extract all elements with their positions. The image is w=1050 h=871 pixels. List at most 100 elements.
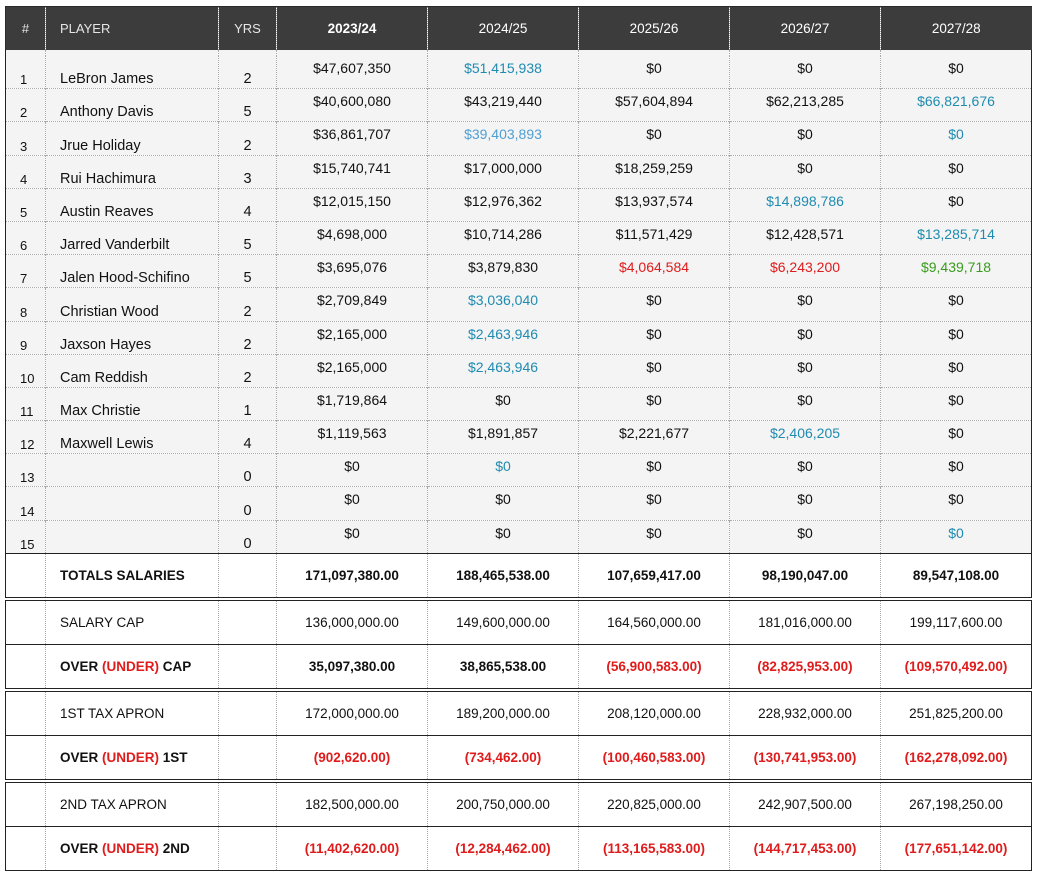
salary-cell: $0 [578, 121, 730, 156]
summary-value: 251,825,200.00 [880, 690, 1032, 736]
contract-years: 5 [218, 88, 277, 122]
player-row: 13 0 $0 $0 $0 $0 $0 [5, 453, 1032, 487]
summary-value: (100,460,583.00) [578, 734, 730, 780]
header-season: 2024/25 [427, 6, 579, 50]
salary-cell: $11,571,429 [578, 220, 730, 255]
player-name: Jrue Holiday [45, 121, 219, 156]
salary-cell: $6,243,200 [729, 254, 881, 288]
salary-cell: $0 [276, 453, 428, 487]
player-row: 1 LeBron James 2 $47,607,350 $51,415,938 $0 $0… [5, 56, 1032, 89]
player-name: Jaxson Hayes [45, 320, 219, 355]
salary-cell: $0 [729, 386, 881, 421]
player-row: 7 Jalen Hood-Schifino 5 $3,695,076 $3,879,83… [5, 254, 1032, 288]
summary-label: OVER (UNDER) CAP [45, 643, 219, 689]
row-number: 9 [5, 320, 46, 355]
summary-value: 89,547,108.00 [880, 552, 1032, 598]
summary-value: 267,198,250.00 [880, 781, 1032, 827]
player-name: Maxwell Lewis [45, 420, 219, 454]
player-row: 8 Christian Wood 2 $2,709,849 $3,036,040 $0 $0… [5, 287, 1032, 321]
salary-cell: $2,463,946 [427, 353, 579, 388]
summary-value: 38,865,538.00 [427, 643, 579, 689]
salary-cell: $0 [880, 519, 1032, 554]
player-name [45, 486, 219, 521]
contract-years: 4 [218, 420, 277, 454]
player-row: 2 Anthony Davis 5 $40,600,080 $43,219,440 $57… [5, 88, 1032, 122]
label-part: OVER [60, 840, 103, 856]
salary-cell: $12,015,150 [276, 187, 428, 222]
summary-label: OVER (UNDER) 1ST [45, 734, 219, 780]
summary-value: 199,117,600.00 [880, 599, 1032, 645]
summary-value: 220,825,000.00 [578, 781, 730, 827]
summary-yrs-blank [218, 643, 277, 689]
summary-value: (109,570,492.00) [880, 643, 1032, 689]
salary-cell: $66,821,676 [880, 88, 1032, 122]
salary-cell: $0 [880, 420, 1032, 454]
header-num: # [5, 6, 46, 50]
summary-value: (11,402,620.00) [276, 825, 428, 871]
salary-cell: $0 [729, 519, 881, 554]
player-name: Anthony Davis [45, 88, 219, 122]
player-row: 9 Jaxson Hayes 2 $2,165,000 $2,463,946 $0 $0 $0 [5, 320, 1032, 355]
player-name: Cam Reddish [45, 353, 219, 388]
player-name: Jarred Vanderbilt [45, 220, 219, 255]
salary-cell: $0 [880, 320, 1032, 355]
salary-cell: $0 [880, 56, 1032, 89]
salary-cell: $3,695,076 [276, 254, 428, 288]
salary-cell: $12,976,362 [427, 187, 579, 222]
contract-years: 1 [218, 386, 277, 421]
summary-value: (12,284,462.00) [427, 825, 579, 871]
summary-value: (144,717,453.00) [729, 825, 881, 871]
salary-cell: $2,165,000 [276, 320, 428, 355]
salary-cell: $51,415,938 [427, 56, 579, 89]
summary-label: 2ND TAX APRON [45, 781, 219, 827]
label-part: 2ND [159, 840, 190, 856]
contract-years: 0 [218, 519, 277, 554]
salary-cell: $0 [880, 154, 1032, 189]
summary-yrs-blank [218, 552, 277, 598]
summary-value: 228,932,000.00 [729, 690, 881, 736]
row-number: 1 [5, 56, 46, 89]
salary-cell: $40,600,080 [276, 88, 428, 122]
header-player: PLAYER [45, 6, 219, 50]
salary-spreadsheet: # PLAYER YRS 2023/24 2024/25 2025/26 202… [5, 6, 1032, 871]
summary-value: 208,120,000.00 [578, 690, 730, 736]
summary-value: 98,190,047.00 [729, 552, 881, 598]
salary-cell: $9,439,718 [880, 254, 1032, 288]
row-number: 14 [5, 486, 46, 521]
salary-cell: $57,604,894 [578, 88, 730, 122]
summary-value: 136,000,000.00 [276, 599, 428, 645]
player-row: 4 Rui Hachimura 3 $15,740,741 $17,000,000 $18… [5, 154, 1032, 189]
player-name [45, 519, 219, 554]
row-number: 10 [5, 353, 46, 388]
salary-cell: $0 [729, 56, 881, 89]
summary-value: (130,741,953.00) [729, 734, 881, 780]
salary-cell: $13,937,574 [578, 187, 730, 222]
summary-value: (177,651,142.00) [880, 825, 1032, 871]
salary-cell: $4,064,584 [578, 254, 730, 288]
player-row: 6 Jarred Vanderbilt 5 $4,698,000 $10,714,286… [5, 220, 1032, 255]
salary-cell: $0 [880, 486, 1032, 521]
under-label: (UNDER) [102, 840, 160, 856]
player-row: 11 Max Christie 1 $1,719,864 $0 $0 $0 $0 [5, 386, 1032, 421]
player-row: 14 0 $0 $0 $0 $0 $0 [5, 486, 1032, 521]
salary-cell: $1,891,857 [427, 420, 579, 454]
summary-yrs-blank [218, 599, 277, 645]
player-name: Jalen Hood-Schifino [45, 254, 219, 288]
summary-yrs-blank [218, 690, 277, 736]
summary-value: 200,750,000.00 [427, 781, 579, 827]
summary-value: 182,500,000.00 [276, 781, 428, 827]
summary-value: 189,200,000.00 [427, 690, 579, 736]
salary-cell: $0 [578, 56, 730, 89]
summary-row-salary-cap: SALARY CAP 136,000,000.00 149,600,000.00 16… [5, 599, 1032, 645]
salary-cell: $0 [276, 486, 428, 521]
header-season: 2027/28 [880, 6, 1032, 50]
contract-years: 5 [218, 254, 277, 288]
salary-cell: $3,036,040 [427, 287, 579, 321]
salary-cell: $14,898,786 [729, 187, 881, 222]
salary-cell: $39,403,893 [427, 121, 579, 156]
salary-cell: $2,463,946 [427, 320, 579, 355]
summary-label: SALARY CAP [45, 599, 219, 645]
summary-blank [5, 599, 46, 645]
under-label: (UNDER) [102, 749, 160, 765]
salary-cell: $2,165,000 [276, 353, 428, 388]
